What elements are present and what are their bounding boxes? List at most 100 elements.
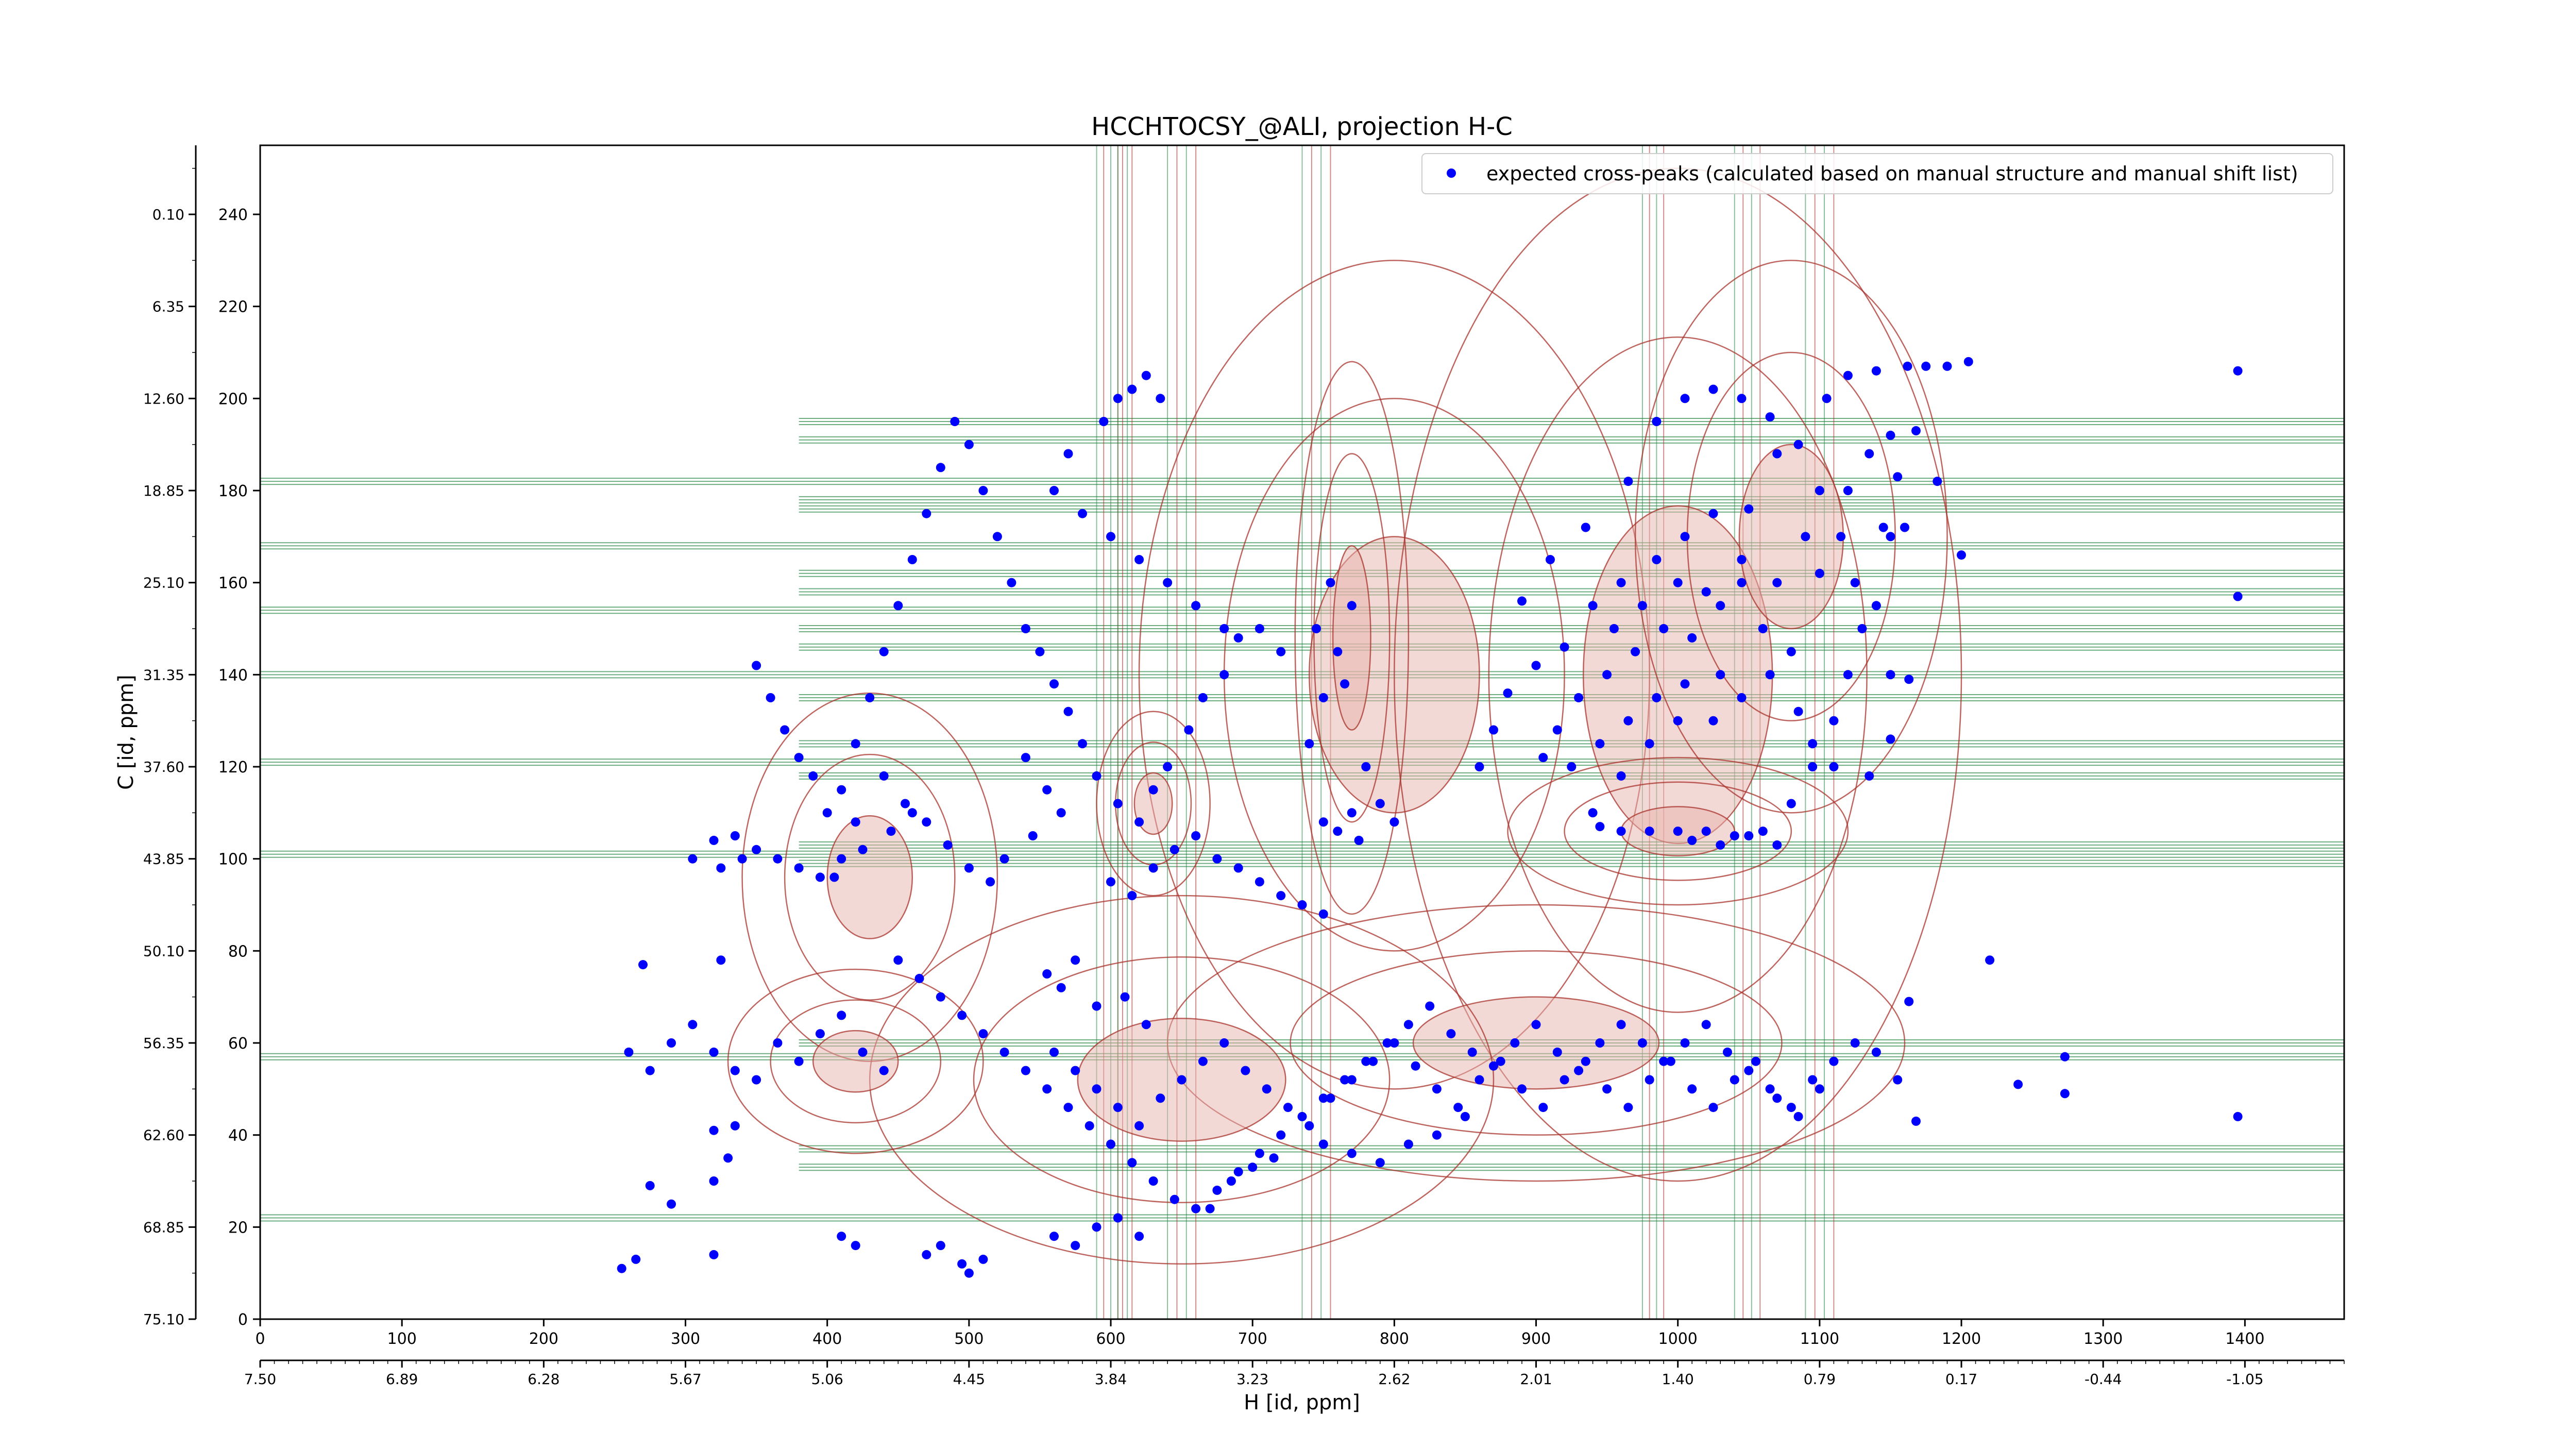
cross-peak-point	[1659, 1056, 1669, 1066]
cross-peak-point	[1765, 670, 1775, 680]
cross-peak-point	[1042, 969, 1052, 979]
x-ppm-label: 4.45	[953, 1371, 985, 1388]
cross-peak-point	[1687, 1084, 1697, 1094]
cross-peak-point	[1219, 624, 1229, 633]
cross-peak-point	[1716, 670, 1725, 680]
cross-peak-point	[1659, 624, 1669, 633]
cross-peak-point	[808, 771, 818, 781]
cross-peak-point	[667, 1199, 676, 1209]
cross-peak-point	[1163, 762, 1173, 771]
cross-peak-point	[1737, 578, 1747, 587]
cross-peak-point	[1708, 1103, 1718, 1113]
cross-peak-point	[1304, 1121, 1314, 1131]
cross-peak-point	[1808, 739, 1818, 749]
chart-title: HCCHTOCSY_@ALI, projection H-C	[1091, 112, 1513, 141]
cross-peak-point	[1333, 647, 1343, 656]
cross-peak-point	[1318, 909, 1328, 919]
cross-peak-point	[1701, 1020, 1711, 1030]
cross-peak-point	[936, 463, 945, 473]
cross-peak-point	[1904, 675, 1914, 684]
cross-peak-point	[992, 532, 1002, 542]
cross-peak-point	[1843, 370, 1853, 380]
cross-peak-point	[1786, 799, 1796, 808]
cross-peak-point	[688, 854, 698, 864]
cross-peak-point	[1318, 1093, 1328, 1103]
cross-peak-point	[1680, 532, 1690, 542]
cross-peak-point	[1921, 361, 1931, 371]
cross-peak-point	[773, 1038, 783, 1048]
cross-peak-point	[1134, 817, 1144, 827]
cross-peak-point	[2060, 1052, 2070, 1062]
cross-peak-point	[1156, 394, 1165, 403]
cross-peak-point	[1680, 1038, 1690, 1048]
cross-peak-point	[999, 1047, 1009, 1057]
x-ppm-label: 3.23	[1236, 1371, 1268, 1388]
y-axis-label: C [id, ppm]	[114, 675, 138, 790]
cross-peak-point	[1793, 440, 1803, 449]
cross-peak-point	[1900, 523, 1909, 532]
legend-marker-icon	[1447, 169, 1456, 178]
x-ppm-label: 2.62	[1378, 1371, 1410, 1388]
cross-peak-point	[1403, 1139, 1413, 1149]
cross-peak-point	[1893, 472, 1903, 482]
cross-peak-point	[1801, 532, 1810, 542]
cross-peak-point	[1843, 486, 1853, 495]
cross-peak-point	[957, 1010, 967, 1020]
cross-peak-point	[978, 1029, 988, 1039]
contour-peak	[1313, 453, 1391, 823]
cross-peak-point	[1467, 1047, 1477, 1057]
contour-peak	[1564, 781, 1792, 881]
cross-peak-point	[1198, 1056, 1208, 1066]
cross-peak-point	[1226, 1176, 1236, 1186]
cross-peak-point	[1205, 1204, 1215, 1214]
cross-peak-point	[1276, 647, 1286, 656]
y-ppm-label: 43.85	[143, 851, 184, 868]
contour-peak	[1738, 444, 1844, 630]
cross-peak-point	[1503, 688, 1513, 698]
cross-peak-point	[794, 753, 804, 763]
cross-peak-point	[794, 1056, 804, 1066]
cross-peak-point	[1403, 1020, 1413, 1030]
cross-peak-point	[1297, 1111, 1307, 1121]
cross-peak-point	[1170, 1194, 1179, 1204]
cross-peak-point	[1475, 1075, 1484, 1085]
cross-peak-point	[922, 817, 931, 827]
cross-peak-point	[1911, 426, 1921, 435]
cross-peak-point	[1156, 1093, 1165, 1103]
cross-peak-point	[858, 845, 868, 854]
cross-peak-point	[1744, 504, 1754, 514]
legend-label: expected cross-peaks (calculated based o…	[1486, 162, 2298, 185]
cross-peak-point	[1071, 955, 1080, 965]
cross-peak-point	[1326, 578, 1335, 587]
contour-peak	[1096, 711, 1211, 897]
cross-peak-point	[907, 555, 917, 564]
cross-peak-point	[1049, 486, 1059, 495]
y-ppm-label: 50.10	[143, 942, 184, 959]
cross-peak-point	[1857, 624, 1867, 633]
cross-peak-point	[1666, 1056, 1675, 1066]
cross-peak-point	[1560, 1075, 1569, 1085]
cross-peak-point	[886, 827, 896, 836]
cross-peak-point	[1269, 1153, 1279, 1163]
cross-peak-point	[1120, 992, 1130, 1002]
cross-peak-point	[1361, 1056, 1371, 1066]
cross-peak-point	[1233, 633, 1243, 643]
y-tick-label: 20	[228, 1219, 248, 1237]
x-ppm-label: 7.50	[244, 1371, 276, 1388]
cross-peak-point	[1049, 679, 1059, 689]
cross-peak-point	[1141, 370, 1151, 380]
cross-peak-point	[1708, 509, 1718, 518]
cross-peak-point	[1283, 1103, 1293, 1113]
cross-peak-point	[1574, 1066, 1584, 1075]
cross-peak-point	[1049, 1047, 1059, 1057]
cross-peak-point	[624, 1047, 634, 1057]
cross-peak-point	[822, 808, 832, 818]
cross-peak-point	[1531, 1020, 1541, 1030]
cross-peak-point	[1432, 1084, 1442, 1094]
x-ppm-label: 5.06	[811, 1371, 843, 1388]
cross-peak-point	[1737, 693, 1747, 702]
cross-peak-point	[631, 1254, 641, 1264]
x-ppm-label: 6.89	[386, 1371, 418, 1388]
cross-peak-point	[1375, 1158, 1385, 1168]
